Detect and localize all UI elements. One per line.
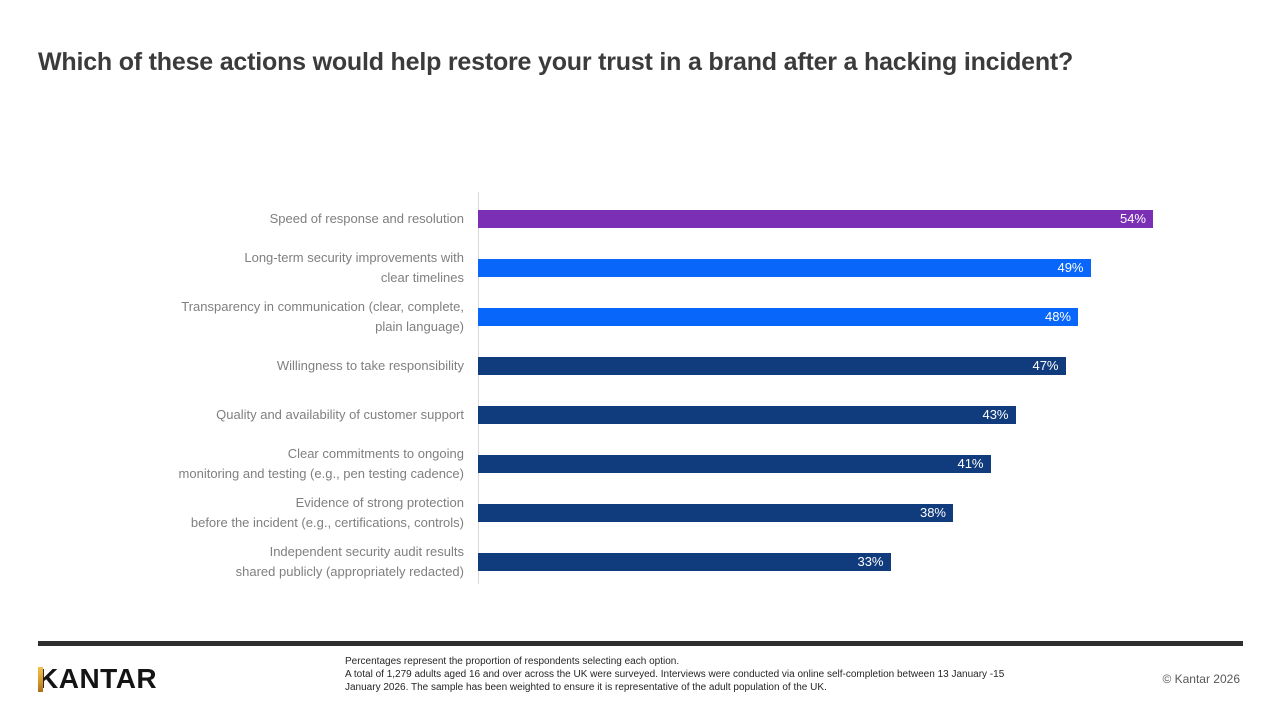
footer-divider [38, 641, 1243, 646]
value-label: 48% [1044, 308, 1071, 324]
bar-track: 48% [478, 307, 1228, 326]
bar: 54% [478, 209, 1153, 228]
bar: 33% [478, 552, 891, 571]
bar: 47% [478, 356, 1066, 375]
bar-track: 43% [478, 405, 1228, 424]
category-label: Evidence of strong protection before the… [190, 494, 464, 530]
footnote-line: January 2026. The sample has been weight… [345, 682, 827, 693]
category-label: Transparency in communication (clear, co… [181, 298, 464, 334]
bar-track: 38% [478, 503, 1228, 522]
bar: 38% [478, 503, 953, 522]
category-label: Clear commitments to ongoing monitoring … [178, 445, 464, 481]
category-label: Speed of response and resolution [269, 210, 464, 226]
bar-track: 33% [478, 552, 1228, 571]
kantar-logo-text: KANTAR [38, 663, 158, 694]
category-label: Independent security audit results share… [235, 543, 464, 579]
footnote-line: A total of 1,279 adults aged 16 and over… [345, 669, 1005, 680]
value-label: 38% [919, 504, 946, 520]
value-label: 41% [957, 455, 984, 471]
bar-row: Quality and availability of customer sup… [38, 390, 1242, 439]
bar-row: Speed of response and resolution 54% [38, 194, 1242, 243]
kantar-logo: KANTAR [38, 663, 157, 695]
footnote-line: Percentages represent the proportion of … [345, 656, 680, 667]
bar-track: 47% [478, 356, 1228, 375]
y-axis-line [478, 192, 479, 584]
category-label: Willingness to take responsibility [276, 357, 464, 373]
bar-row: Transparency in communication (clear, co… [38, 292, 1242, 341]
bar-row: Independent security audit results share… [38, 537, 1242, 586]
bar-row: Evidence of strong protection before the… [38, 488, 1242, 537]
bar: 48% [478, 307, 1078, 326]
bar: 43% [478, 405, 1016, 424]
bar-track: 49% [478, 258, 1228, 277]
value-label: 49% [1057, 259, 1084, 275]
value-label: 54% [1119, 210, 1146, 226]
footnote: Percentages represent the proportion of … [345, 655, 1075, 694]
value-label: 43% [982, 406, 1009, 422]
bar-track: 41% [478, 454, 1228, 473]
category-label: Quality and availability of customer sup… [216, 406, 464, 422]
value-label: 47% [1032, 357, 1059, 373]
bar-row: Clear commitments to ongoing monitoring … [38, 439, 1242, 488]
bar: 49% [478, 258, 1091, 277]
kantar-logo-gold-bar [38, 667, 43, 692]
bar-chart: Speed of response and resolution 54% Long-… [38, 192, 1242, 586]
bar-track: 54% [478, 209, 1228, 228]
bar-row: Willingness to take responsibility 47% [38, 341, 1242, 390]
chart-title: Which of these actions would help restor… [38, 48, 1074, 76]
category-label: Long-term security improvements with cle… [244, 249, 464, 285]
bar-rows: Speed of response and resolution 54% Long-… [38, 194, 1242, 586]
copyright: © Kantar 2026 [1162, 672, 1240, 686]
value-label: 33% [857, 553, 884, 569]
bar: 41% [478, 454, 991, 473]
bar-row: Long-term security improvements with cle… [38, 243, 1242, 292]
